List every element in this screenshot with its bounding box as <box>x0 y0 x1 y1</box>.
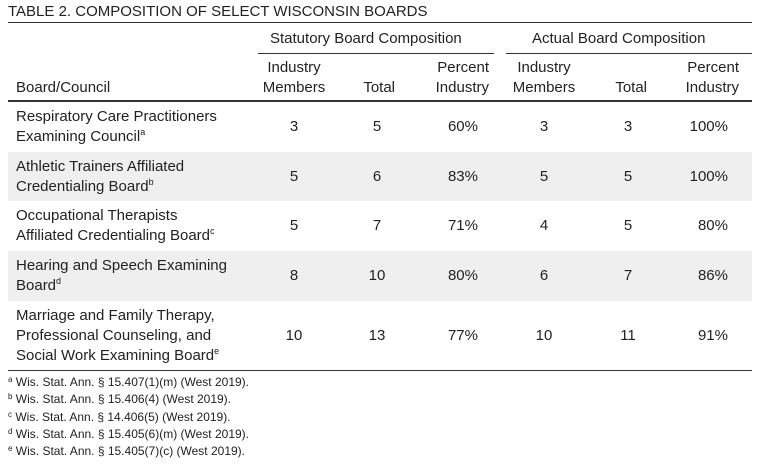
board-line: Credentialing Boardb <box>16 176 154 195</box>
footnote-ref: e <box>214 345 220 356</box>
cell: 10 <box>535 326 553 344</box>
cell: 5 <box>289 167 299 185</box>
cell: 77% <box>447 326 478 344</box>
cell: 5 <box>289 217 299 234</box>
cell: 7 <box>623 267 633 284</box>
footnote: e Wis. Stat. Ann. § 15.405(7)(c) (West 2… <box>8 443 245 460</box>
row-band <box>8 152 752 201</box>
board-line: Athletic Trainers Affiliated <box>16 157 185 175</box>
column-header: Percent Industry <box>436 58 489 98</box>
footnote-ref: a <box>140 127 146 137</box>
header-line: Industry <box>517 59 571 76</box>
footnote: d Wis. Stat. Ann. § 15.405(6)(m) (West 2… <box>8 426 249 443</box>
header-line: Members <box>262 79 326 96</box>
footnote-mark: d <box>8 426 13 436</box>
column-header: Total <box>363 78 395 98</box>
cell: 5 <box>372 118 382 135</box>
footnote: b Wis. Stat. Ann. § 15.406(4) (West 2019… <box>8 391 231 408</box>
row-band <box>8 251 752 301</box>
footnote-ref: c <box>210 226 215 236</box>
cell: 6 <box>539 267 549 284</box>
board-name: Marriage and Family Therapy, Professional… <box>16 306 219 366</box>
board-name: Occupational Therapists Affiliated Creden… <box>16 206 215 246</box>
header-line: Total <box>363 79 395 96</box>
header-line: Board/Council <box>16 79 111 96</box>
board-line: Respiratory Care Practitioners <box>16 108 217 125</box>
footnote-text: Wis. Stat. Ann. § 15.405(6)(m) (West 201… <box>15 426 249 441</box>
board-line: Examining Councila <box>16 127 146 146</box>
cell: 3 <box>289 118 299 135</box>
cell: 80% <box>697 217 728 234</box>
board-line: Boardd <box>16 276 62 295</box>
header-line: Total <box>615 79 647 96</box>
cell: 60% <box>447 118 478 135</box>
rule <box>8 22 752 23</box>
cell: 4 <box>539 217 549 234</box>
footnote-mark: a <box>8 375 13 384</box>
column-header: Total <box>615 78 647 98</box>
footnote-mark: c <box>8 409 12 419</box>
board-line: Marriage and Family Therapy, <box>16 306 215 324</box>
footnote-text: Wis. Stat. Ann. § 15.406(4) (West 2019). <box>15 392 232 407</box>
column-header: Industry Members <box>234 58 354 98</box>
board-name: Respiratory Care Practitioners Examining … <box>16 107 217 147</box>
header-line: Percent <box>687 59 739 76</box>
footnote-ref: b <box>148 176 154 187</box>
column-header: Industry Members <box>484 58 604 98</box>
board-line: Social Work Examining Boarde <box>16 345 220 364</box>
column-header: Percent Industry <box>686 58 739 98</box>
cell: 71% <box>447 217 478 234</box>
board-line: Affiliated Credentialing Boardc <box>16 226 215 245</box>
cell: 11 <box>620 326 636 344</box>
rule <box>506 53 752 54</box>
cell: 5 <box>539 167 549 185</box>
cell: 3 <box>623 118 633 135</box>
cell: 10 <box>285 326 303 344</box>
header-line: Percent <box>437 59 489 76</box>
cell: 8 <box>289 267 299 284</box>
cell: 13 <box>368 326 386 344</box>
cell: 83% <box>447 167 478 185</box>
footnote-ref: d <box>56 276 62 286</box>
cell: 5 <box>623 167 633 185</box>
board-line: Occupational Therapists <box>16 207 178 224</box>
footnote-mark: e <box>8 444 13 454</box>
cell: 100% <box>689 118 728 135</box>
footnote-text: Wis. Stat. Ann. § 14.406(5) (West 2019). <box>15 409 231 424</box>
header-line: Industry <box>267 59 321 76</box>
group-header: Actual Board Composition <box>532 30 706 47</box>
rule <box>8 370 752 371</box>
cell: 10 <box>368 267 386 284</box>
footnote-text: Wis. Stat. Ann. § 15.405(7)(c) (West 201… <box>15 444 246 459</box>
column-header: Board/Council <box>16 78 110 98</box>
rule <box>258 53 494 54</box>
cell: 7 <box>372 217 382 234</box>
cell: 80% <box>447 267 478 284</box>
board-name: Hearing and Speech Examining Boardd <box>16 256 227 296</box>
group-header: Statutory Board Composition <box>270 30 462 47</box>
footnote: a Wis. Stat. Ann. § 15.407(1)(m) (West 2… <box>8 374 249 391</box>
board-line: Professional Counseling, and <box>16 326 212 344</box>
header-line: Members <box>512 79 576 96</box>
cell: 5 <box>623 217 633 234</box>
cell: 3 <box>539 118 549 135</box>
footnote: c Wis. Stat. Ann. § 14.406(5) (West 2019… <box>8 409 231 426</box>
board-line: Hearing and Speech Examining <box>16 257 227 274</box>
table-title: TABLE 2. COMPOSITION OF SELECT WISCONSIN… <box>8 3 428 20</box>
rule <box>8 100 752 102</box>
header-line: Industry <box>685 79 739 96</box>
footnote-text: Wis. Stat. Ann. § 15.407(1)(m) (West 201… <box>15 375 249 389</box>
cell: 86% <box>697 267 728 284</box>
header-line: Industry <box>435 79 489 96</box>
board-name: Athletic Trainers Affiliated Credentialin… <box>16 157 184 197</box>
cell: 100% <box>689 167 728 185</box>
cell: 6 <box>372 167 382 185</box>
footnote-mark: b <box>8 392 13 402</box>
cell: 91% <box>697 326 728 344</box>
